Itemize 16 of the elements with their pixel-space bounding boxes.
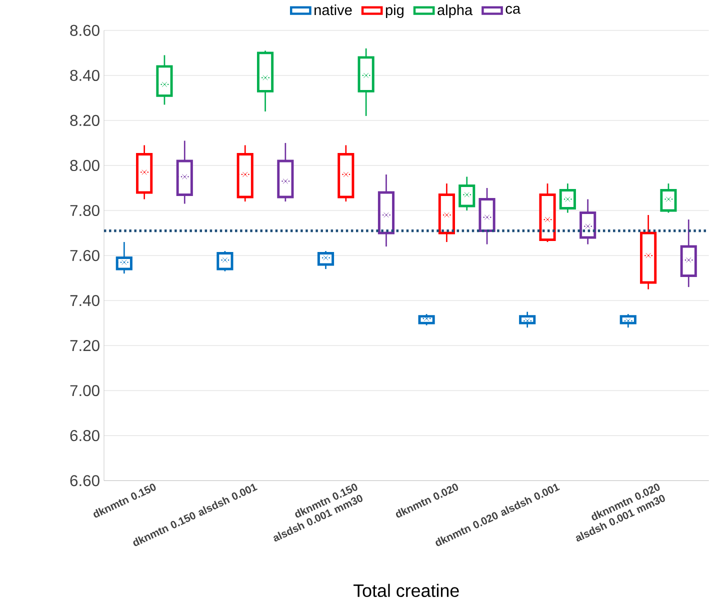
y-tick-label: 7.20: [70, 340, 100, 352]
legend-label: alpha: [438, 4, 473, 18]
x-axis-title: Total creatine: [354, 584, 459, 598]
legend-label: pig: [386, 4, 404, 18]
legend-label: native: [314, 4, 352, 16]
y-tick-label: 7.00: [70, 385, 100, 396]
y-tick-label: 7.40: [70, 295, 100, 306]
y-tick-label: 7.60: [70, 250, 100, 262]
y-tick-label: 8.20: [70, 115, 100, 126]
y-tick-label: 6.80: [70, 430, 100, 442]
y-tick-label: 8.00: [70, 160, 100, 172]
y-tick-label: 8.40: [70, 70, 100, 82]
y-tick-label: 8.60: [70, 24, 100, 36]
y-tick-label: 6.60: [70, 475, 100, 486]
y-tick-label: 7.80: [70, 205, 100, 216]
legend-label: ca: [506, 6, 521, 14]
